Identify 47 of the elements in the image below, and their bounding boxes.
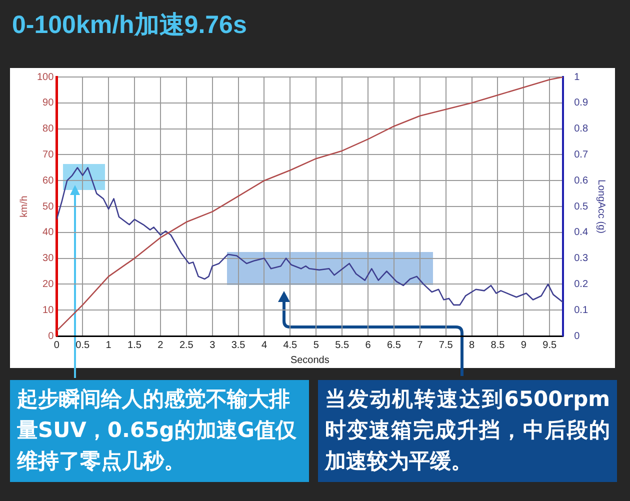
x-tick-label: 8.5 (490, 340, 506, 351)
y2-tick-label: 0.5 (574, 201, 588, 212)
y-tick-label: 100 (36, 72, 54, 83)
y2-tick-label: 0.3 (574, 253, 588, 264)
x-tick-label: 6.5 (386, 340, 402, 351)
x-tick-label: 6 (365, 340, 372, 351)
y-tick-label: 50 (42, 201, 54, 212)
x-tick-label: 7 (417, 340, 424, 351)
x-tick-label: 1.5 (128, 340, 142, 351)
text: 当发动机转速达到6500rpm时变速箱完成升挡，中后段的加速较为平缓。 (318, 380, 617, 482)
x-axis-title: Seconds (290, 354, 330, 366)
x-tick-label: 2 (158, 340, 164, 351)
y2-tick-label: 0.4 (574, 227, 588, 238)
text: 起步瞬间给人的感觉不输大排量SUV，0.65g的加速G值仅维持了零点几秒。 (10, 380, 309, 482)
x-tick-label: 1 (106, 340, 112, 351)
x-tick-label: 0.5 (76, 340, 90, 351)
y2-tick-label: 0.6 (574, 175, 588, 186)
y2-axis-title: LongAcc (g) (595, 180, 606, 234)
y2-tick-label: 0.8 (574, 124, 588, 135)
y2-tick-label: 0.9 (574, 98, 588, 109)
x-tick-label: 2.5 (179, 340, 194, 351)
y-tick-label: 10 (42, 304, 54, 316)
x-tick-label: 3 (210, 340, 216, 351)
x-tick-label: 7.5 (438, 340, 454, 351)
y2-tick-label: 0.1 (574, 304, 588, 316)
y-tick-label: 0 (48, 330, 54, 342)
y2-tick-label: 0.2 (574, 278, 588, 290)
y-tick-label: 90 (42, 98, 54, 109)
x-tick-label: 5.5 (335, 340, 350, 351)
x-tick-label: 8 (468, 340, 475, 351)
y2-tick-label: 0 (574, 330, 580, 342)
x-tick-label: 9 (520, 340, 527, 351)
y-tick-label: 40 (42, 227, 54, 238)
chart-title: 0-100km/h加速9.76s (12, 10, 247, 41)
x-tick-label: 9.5 (542, 340, 557, 351)
y-axis-title: km/h (18, 196, 30, 218)
y2-tick-label: 1 (574, 72, 580, 83)
x-tick-label: 4 (261, 340, 268, 351)
y-tick-label: 20 (42, 278, 54, 290)
x-tick-label: 5 (313, 340, 320, 351)
y-tick-label: 80 (42, 124, 54, 135)
y-tick-label: 30 (42, 253, 54, 264)
x-tick-label: 4.5 (283, 340, 298, 351)
y-tick-label: 70 (42, 149, 54, 160)
x-tick-label: 3.5 (231, 340, 246, 351)
y2-tick-label: 0.7 (574, 149, 588, 160)
y-tick-label: 60 (42, 175, 54, 186)
